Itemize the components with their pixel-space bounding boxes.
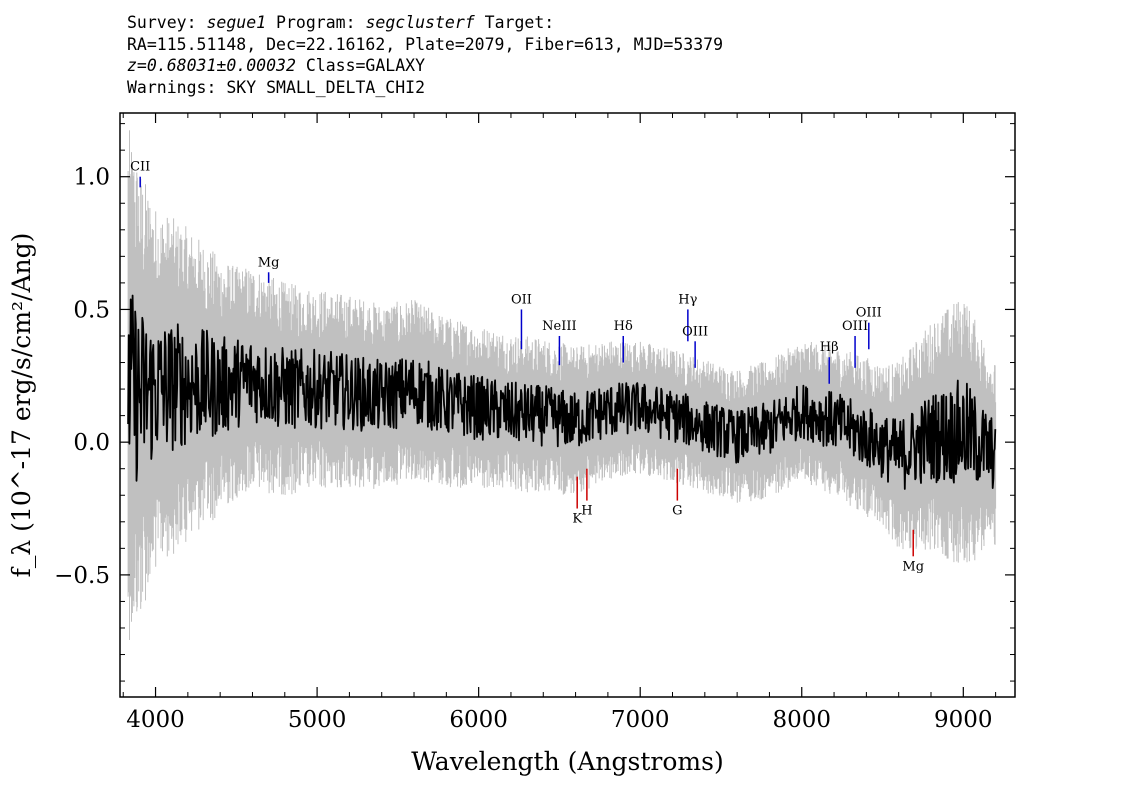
emission-line-label: Mg xyxy=(258,255,280,270)
emission-line-label: Hβ xyxy=(820,340,839,355)
header-line-redshift: z=0.68031±0.00032 Class=GALAXY xyxy=(127,55,723,77)
header-line-warnings: Warnings: SKY SMALL_DELTA_CHI2 xyxy=(127,77,426,97)
x-tick-label: 6000 xyxy=(449,707,508,733)
axis-ticks: 4000 5000 6000 7000 8000 9000 −0.5 0.0 0.5 1.0 xyxy=(54,113,1015,733)
emission-line-label: Hδ xyxy=(614,319,633,334)
program-label: Program: xyxy=(276,13,356,32)
y-tick-label: 1.0 xyxy=(73,165,110,191)
y-tick-label: −0.5 xyxy=(54,563,110,589)
x-tick-label: 8000 xyxy=(772,707,831,733)
y-axis-title: f_λ (10^-17 erg/s/cm²/Ang) xyxy=(7,233,36,578)
flux-series xyxy=(127,294,997,490)
plot-frame xyxy=(119,112,1016,698)
program-value: segclusterf xyxy=(365,13,475,32)
x-tick-label: 5000 xyxy=(288,707,347,733)
emission-line-label: OII xyxy=(511,292,532,307)
x-tick-label: 4000 xyxy=(126,707,185,733)
redshift-value: z=0.68031±0.00032 xyxy=(127,56,296,75)
absorption-line-label: Mg xyxy=(902,559,924,574)
target-label: Target: xyxy=(484,13,555,32)
x-tick-label: 9000 xyxy=(934,707,993,733)
x-axis-title: Wavelength (Angstroms) xyxy=(411,747,723,776)
spectrum-header: Survey: segue1 Program: segclusterf Targ… xyxy=(127,12,723,98)
class-value: Class=GALAXY xyxy=(305,56,426,75)
survey-label: Survey: xyxy=(127,13,197,32)
emission-line-label: CII xyxy=(130,160,150,175)
emission-line-label: OIII xyxy=(842,319,868,334)
y-tick-label: 0.5 xyxy=(73,297,110,323)
absorption-line-label: K xyxy=(572,512,582,527)
absorption-line-label: H xyxy=(581,504,592,519)
emission-line-label: OIII xyxy=(682,324,708,339)
emission-line-label: OIII xyxy=(856,306,882,321)
emission-line-label: NeIII xyxy=(542,319,576,334)
emission-line-label: Hγ xyxy=(678,292,697,307)
header-line-coordinates: RA=115.51148, Dec=22.16162, Plate=2079, … xyxy=(127,34,724,54)
header-line-survey: Survey: segue1 Program: segclusterf Targ… xyxy=(127,12,723,34)
absorption-line-label: G xyxy=(672,504,682,519)
y-tick-label: 0.0 xyxy=(73,430,110,456)
survey-value: segue1 xyxy=(206,13,267,32)
flux-line xyxy=(127,294,997,490)
x-tick-label: 7000 xyxy=(611,707,670,733)
